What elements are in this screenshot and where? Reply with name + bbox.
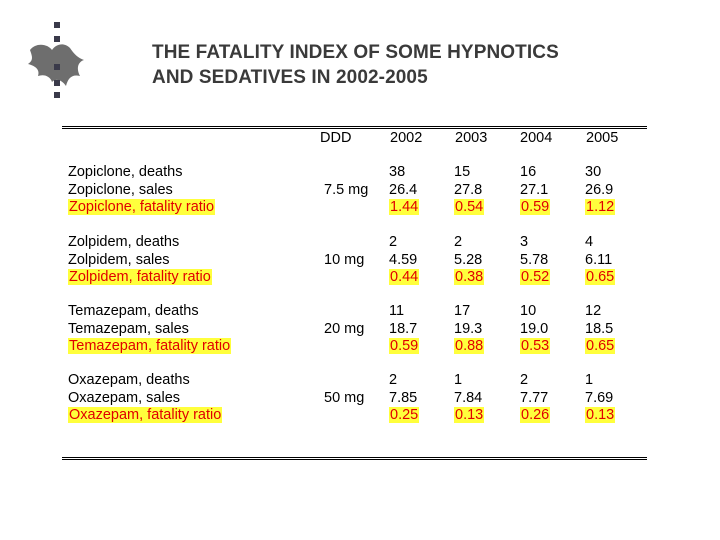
label-deaths: Zolpidem, deaths [68,234,180,250]
label-sales: Zolpidem, sales [68,251,170,268]
table-bottom-rule [62,457,647,460]
sales-value: 7.77 [520,389,549,406]
ratio-value: 0.53 [520,338,551,354]
deaths-value: 3 [520,234,529,250]
ratio-value: 0.52 [520,269,551,285]
ddd-value: 20 mg [324,321,365,337]
sales-value: 4.59 [389,251,418,268]
row-labels-temazepam: Temazepam, deaths Temazepam, sales Temaz… [68,303,232,356]
ratio-value: 1.12 [585,199,616,215]
title-line-1: THE FATALITY INDEX OF SOME HYPNOTICS [152,42,559,63]
title-line-2: AND SEDATIVES IN 2002-2005 [152,67,428,88]
year-values: 10 19.0 0.53 [520,303,551,356]
deaths-value: 11 [389,303,405,319]
sales-value: 5.78 [520,251,549,268]
label-fatality-ratio: Oxazepam, fatality ratio [68,407,223,423]
table-top-rule [62,126,647,129]
ratio-value: 0.59 [389,338,420,354]
ratio-value: 0.13 [585,407,616,423]
year-values: 2 5.28 0.38 [454,234,485,287]
header-2003: 2003 [455,130,488,146]
header-2004: 2004 [520,130,553,146]
label-fatality-ratio: Temazepam, fatality ratio [68,338,232,354]
sales-value: 7.69 [585,389,614,406]
deaths-value: 17 [454,303,471,319]
ratio-value: 0.88 [454,338,485,354]
header-2002: 2002 [390,130,423,146]
sales-value: 7.84 [454,389,483,406]
sales-value: 19.3 [454,320,483,337]
year-values: 2 4.59 0.44 [389,234,420,287]
deaths-value: 2 [389,234,398,250]
sales-value: 26.4 [389,181,418,198]
year-values: 17 19.3 0.88 [454,303,485,356]
sales-value: 19.0 [520,320,549,337]
row-labels-zopiclone: Zopiclone, deaths Zopiclone, sales Zopic… [68,164,216,217]
deaths-value: 2 [389,372,398,388]
year-values: 30 26.9 1.12 [585,164,616,217]
ratio-value: 0.65 [585,269,616,285]
year-values: 4 6.11 0.65 [585,234,616,287]
ddd-value: 50 mg [324,390,365,406]
label-sales: Temazepam, sales [68,320,189,337]
deaths-value: 12 [585,303,602,319]
year-values: 15 27.8 0.54 [454,164,485,217]
deaths-value: 1 [454,372,463,388]
year-values: 1 7.84 0.13 [454,372,485,425]
ddd-value: 10 mg [324,252,365,268]
year-values: 12 18.5 0.65 [585,303,616,356]
sales-value: 26.9 [585,181,614,198]
label-deaths: Temazepam, deaths [68,303,199,319]
header-2005: 2005 [586,130,619,146]
row-labels-zolpidem: Zolpidem, deaths Zolpidem, sales Zolpide… [68,234,212,287]
sales-value: 18.7 [389,320,418,337]
ratio-value: 0.26 [520,407,551,423]
sales-value: 7.85 [389,389,418,406]
ratio-value: 0.44 [389,269,420,285]
year-values: 11 18.7 0.59 [389,303,420,356]
sales-value: 5.28 [454,251,483,268]
label-deaths: Oxazepam, deaths [68,372,190,388]
year-values: 38 26.4 1.44 [389,164,420,217]
ratio-value: 1.44 [389,199,420,215]
deaths-value: 4 [585,234,594,250]
sales-value: 18.5 [585,320,614,337]
ratio-value: 0.59 [520,199,551,215]
label-sales: Oxazepam, sales [68,389,181,406]
year-values: 3 5.78 0.52 [520,234,551,287]
label-deaths: Zopiclone, deaths [68,164,183,180]
label-fatality-ratio: Zolpidem, fatality ratio [68,269,212,285]
year-values: 1 7.69 0.13 [585,372,616,425]
deaths-value: 38 [389,164,406,180]
sales-value: 6.11 [585,251,613,268]
year-values: 16 27.1 0.59 [520,164,551,217]
deaths-value: 2 [454,234,463,250]
label-fatality-ratio: Zopiclone, fatality ratio [68,199,216,215]
page-title: THE FATALITY INDEX OF SOME HYPNOTICS AND… [152,40,692,90]
year-values: 2 7.77 0.26 [520,372,551,425]
ratio-value: 0.13 [454,407,485,423]
deaths-value: 1 [585,372,594,388]
year-values: 2 7.85 0.25 [389,372,420,425]
ratio-value: 0.25 [389,407,420,423]
deaths-value: 30 [585,164,602,180]
row-labels-oxazepam: Oxazepam, deaths Oxazepam, sales Oxazepa… [68,372,223,425]
header-ddd: DDD [320,130,352,146]
deaths-value: 15 [454,164,471,180]
ratio-value: 0.65 [585,338,616,354]
deaths-value: 10 [520,303,537,319]
ratio-value: 0.38 [454,269,485,285]
university-logo-icon [28,22,84,98]
sales-value: 27.1 [520,181,549,198]
deaths-value: 2 [520,372,529,388]
ratio-value: 0.54 [454,199,485,215]
sales-value: 27.8 [454,181,483,198]
ddd-value: 7.5 mg [324,182,369,198]
deaths-value: 16 [520,164,537,180]
label-sales: Zopiclone, sales [68,181,173,198]
